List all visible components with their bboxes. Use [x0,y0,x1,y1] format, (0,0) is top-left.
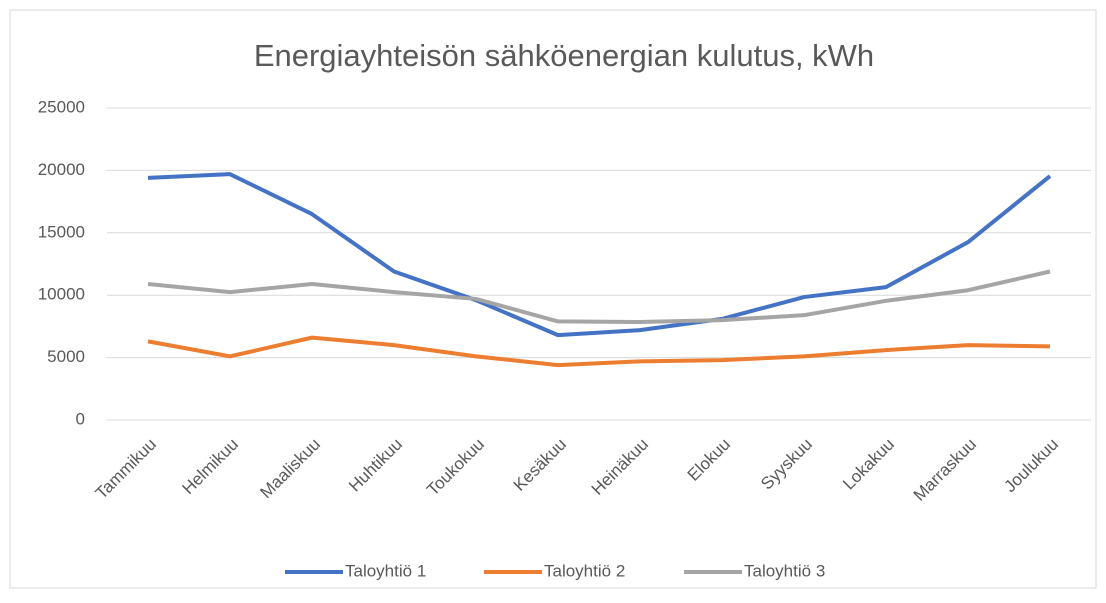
chart-title: Energiayhteisön sähköenergian kulutus, k… [254,38,874,73]
line-series [147,269,1051,325]
y-tick-label: 0 [76,409,85,428]
legend-label: Taloyhtiö 2 [544,561,625,580]
y-tick-label: 10000 [38,285,85,304]
y-tick-label: 5000 [47,347,85,366]
line-series [147,335,1051,368]
line-series [147,172,1052,338]
chart-border [9,9,1097,589]
legend-label: Taloyhtiö 1 [345,561,426,580]
y-tick-label: 25000 [38,97,85,116]
y-tick-label: 15000 [38,222,85,241]
y-tick-label: 20000 [38,160,85,179]
legend-label: Taloyhtiö 3 [744,561,825,580]
